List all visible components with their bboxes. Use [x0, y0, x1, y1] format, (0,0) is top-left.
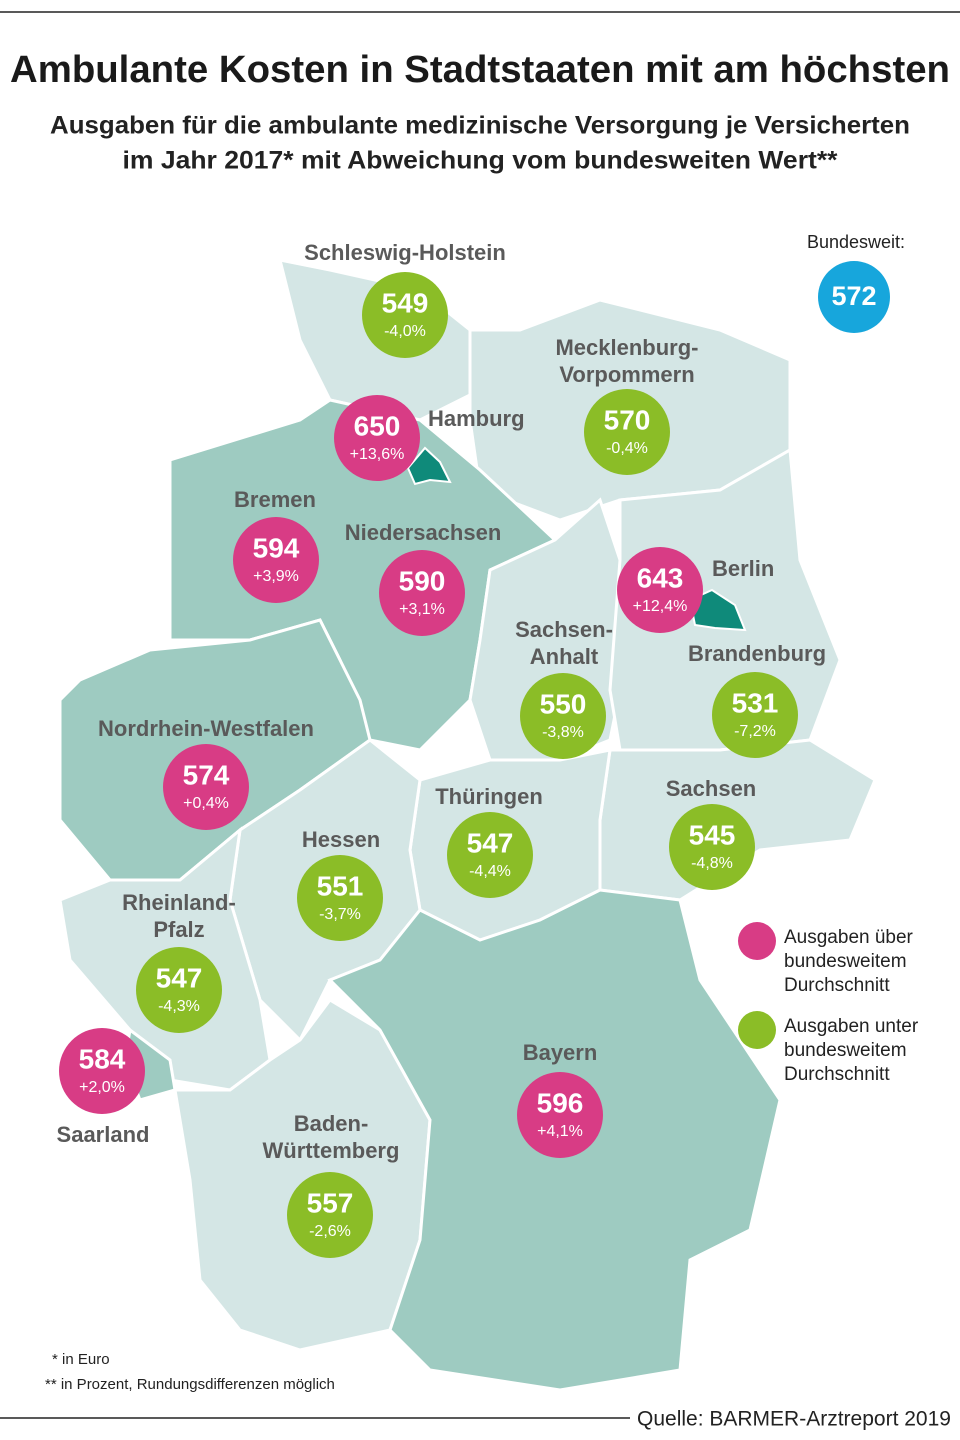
- state-name: Württemberg: [263, 1138, 400, 1163]
- state-value: 596: [537, 1087, 584, 1118]
- state-deviation: +13,6%: [350, 446, 405, 463]
- value-circle: [163, 744, 249, 830]
- value-circle: [617, 547, 703, 633]
- state-deviation: -0,4%: [606, 440, 648, 457]
- state-value: 574: [183, 759, 230, 790]
- state-deviation: -4,3%: [158, 998, 200, 1015]
- state-value: 531: [732, 687, 779, 718]
- value-circle: [136, 947, 222, 1033]
- state-value: 594: [253, 532, 300, 563]
- city-state-shape: [688, 588, 747, 632]
- value-circle: [362, 272, 448, 358]
- value-circle: [584, 389, 670, 475]
- state-name: Baden-: [294, 1111, 369, 1136]
- state-name: Niedersachsen: [345, 520, 502, 545]
- state-name: Bremen: [234, 487, 316, 512]
- value-circle: [379, 550, 465, 636]
- state-value: 643: [637, 562, 684, 593]
- state-name: Nordrhein-Westfalen: [98, 716, 314, 741]
- legend-label: Ausgaben unter: [784, 1016, 919, 1037]
- city-state-shape: [406, 446, 452, 486]
- national-value: 572: [831, 281, 876, 311]
- legend-swatch: [738, 1011, 776, 1049]
- legend-label: Durchschnitt: [784, 975, 890, 996]
- subtitle: im Jahr 2017* mit Abweichung vom bundesw…: [123, 147, 838, 175]
- footnote: * in Euro: [52, 1351, 110, 1368]
- legend-label: bundesweitem: [784, 1040, 907, 1061]
- state-deviation: +3,9%: [253, 568, 299, 585]
- title: Ambulante Kosten in Stadtstaaten mit am …: [10, 49, 950, 91]
- state-deviation: -4,4%: [469, 863, 511, 880]
- value-circle: [712, 672, 798, 758]
- state-value: 650: [354, 410, 401, 441]
- subtitle: Ausgaben für die ambulante medizinische …: [50, 112, 910, 140]
- state-deviation: -4,8%: [691, 855, 733, 872]
- national-label: Bundesweit:: [807, 232, 905, 252]
- state-deviation: +3,1%: [399, 601, 445, 618]
- state-deviation: +4,1%: [537, 1123, 583, 1140]
- state-name: Anhalt: [530, 644, 599, 669]
- state-name: Vorpommern: [559, 362, 694, 387]
- legend-label: Ausgaben über: [784, 927, 914, 948]
- value-circle: [447, 812, 533, 898]
- source: Quelle: BARMER-Arztreport 2019: [637, 1408, 951, 1431]
- value-circle: [669, 804, 755, 890]
- state-deviation: -2,6%: [309, 1223, 351, 1240]
- state-name: Thüringen: [435, 784, 543, 809]
- state-deviation: -7,2%: [734, 723, 776, 740]
- legend-label: bundesweitem: [784, 951, 907, 972]
- legend-swatch: [738, 922, 776, 960]
- state-value: 557: [307, 1187, 354, 1218]
- value-circle: [297, 855, 383, 941]
- state-value: 545: [689, 819, 736, 850]
- national-circle: [818, 261, 890, 333]
- value-circle: [287, 1172, 373, 1258]
- state-deviation: -3,8%: [542, 724, 584, 741]
- state-name: Brandenburg: [688, 641, 826, 666]
- legend-label: Durchschnitt: [784, 1064, 890, 1085]
- state-deviation: +0,4%: [183, 795, 229, 812]
- state-deviation: +12,4%: [633, 598, 688, 615]
- state-name: Mecklenburg-: [555, 335, 698, 360]
- state-name: Hamburg: [428, 406, 525, 431]
- state-name: Saarland: [57, 1122, 150, 1147]
- value-circle: [334, 395, 420, 481]
- value-circle: [517, 1072, 603, 1158]
- state-value: 584: [79, 1043, 126, 1074]
- state-value: 549: [382, 287, 429, 318]
- state-value: 590: [399, 565, 446, 596]
- state-name: Sachsen-: [515, 617, 613, 642]
- state-value: 570: [604, 404, 651, 435]
- state-name: Hessen: [302, 827, 380, 852]
- state-value: 547: [467, 827, 514, 858]
- state-name: Rheinland-: [122, 890, 236, 915]
- value-circle: [59, 1028, 145, 1114]
- value-circle: [520, 673, 606, 759]
- state-value: 551: [317, 870, 364, 901]
- state-deviation: -4,0%: [384, 323, 426, 340]
- state-name: Pfalz: [153, 917, 204, 942]
- value-circle: [233, 517, 319, 603]
- state-deviation: +2,0%: [79, 1079, 125, 1096]
- state-value: 547: [156, 962, 203, 993]
- state-value: 550: [540, 688, 587, 719]
- state-deviation: -3,7%: [319, 906, 361, 923]
- state-name: Schleswig-Holstein: [304, 240, 506, 265]
- state-name: Sachsen: [666, 776, 757, 801]
- state-name: Bayern: [523, 1040, 598, 1065]
- state-name: Berlin: [712, 556, 774, 581]
- footnote: ** in Prozent, Rundungsdifferenzen mögli…: [45, 1376, 335, 1393]
